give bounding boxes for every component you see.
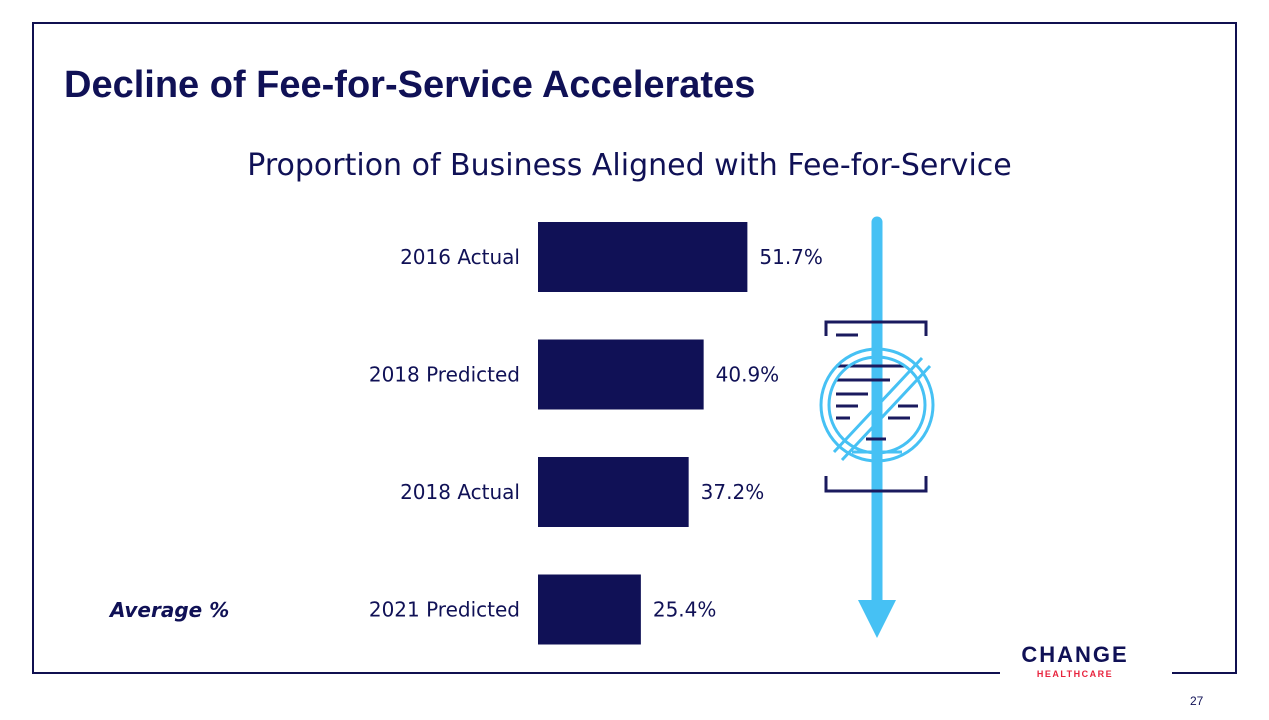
category-label-0: 2016 Actual <box>400 245 520 269</box>
chart-bars: 2016 Actual 51.7% 2018 Predicted 40.9% 2018 … <box>369 222 823 645</box>
category-label-3: 2021 Predicted <box>369 598 520 622</box>
logo-subtext: HEALTHCARE <box>1037 669 1113 679</box>
logo-wordmark: CHANGE <box>1021 642 1128 667</box>
slide-frame <box>32 22 1237 674</box>
down-arrow-icon <box>858 216 896 638</box>
value-label-0: 51.7% <box>759 245 823 269</box>
frame-gap <box>1000 668 1172 682</box>
bar-0 <box>538 222 748 292</box>
change-healthcare-logo: CHANGE HEALTHCARE <box>1021 642 1128 679</box>
bar-2 <box>538 457 689 527</box>
page-number: 27 <box>1190 694 1204 708</box>
category-label-2: 2018 Actual <box>400 480 520 504</box>
value-label-2: 37.2% <box>701 480 765 504</box>
bar-1 <box>538 339 704 410</box>
chart-title: Proportion of Business Aligned with Fee-… <box>247 148 1012 183</box>
no-fee-document-icon <box>819 320 935 493</box>
value-label-3: 25.4% <box>653 598 717 622</box>
bar-3 <box>538 574 641 645</box>
average-label: Average % <box>110 598 230 622</box>
category-label-1: 2018 Predicted <box>369 363 520 387</box>
value-label-1: 40.9% <box>716 363 780 387</box>
slide-title: Decline of Fee-for-Service Accelerates <box>64 64 756 106</box>
